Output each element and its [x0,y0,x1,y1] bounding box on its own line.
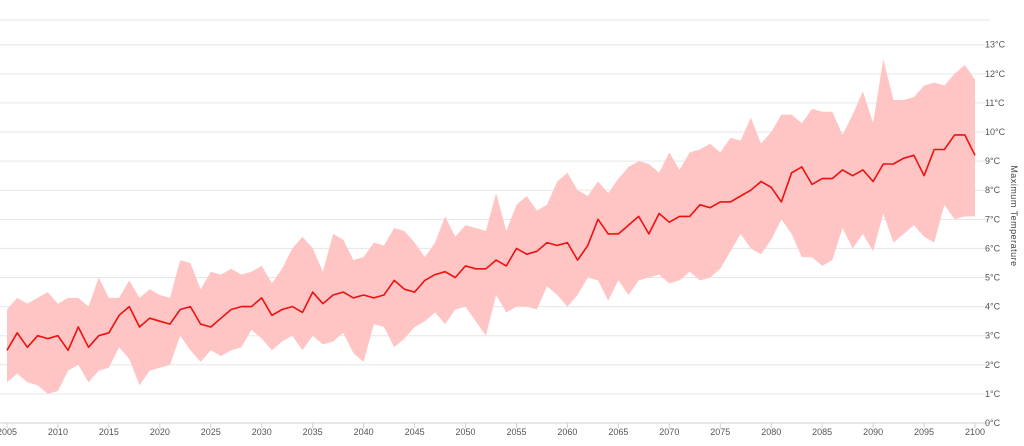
x-tick-label: 2055 [506,427,526,437]
x-tick-label: 2090 [863,427,883,437]
y-tick-label: 3°C [985,331,1001,341]
y-tick-label: 9°C [985,156,1001,166]
x-tick-label: 2045 [405,427,425,437]
x-tick-label: 2035 [303,427,323,437]
x-tick-label: 2005 [0,427,17,437]
temperature-range-band [7,59,975,394]
y-tick-label: 10°C [985,127,1006,137]
y-tick-label: 0°C [985,418,1001,428]
y-tick-label: 4°C [985,302,1001,312]
x-tick-label: 2015 [99,427,119,437]
x-tick-label: 2085 [812,427,832,437]
x-tick-label: 2025 [201,427,221,437]
median-temperature-line [6,134,976,352]
x-tick-label: 2065 [608,427,628,437]
x-tick-label: 2080 [761,427,781,437]
y-tick-label: 1°C [985,389,1001,399]
y-tick-label: 5°C [985,273,1001,283]
y-axis-title: Maximum Temperature [1009,165,1019,266]
x-tick-label: 2050 [456,427,476,437]
y-axis-ticks: 0°C 1°C 2°C 3°C 4°C 5°C 6°C 7°C 8°C 9°C 10°C 11°C 12… [985,40,1006,428]
y-tick-label: 7°C [985,214,1001,224]
y-tick-label: 12°C [985,69,1006,79]
x-axis-ticks: 2005 2010 2015 2020 2025 2030 2035 2040 2045 2050… [0,423,985,437]
x-tick-label: 2070 [659,427,679,437]
x-tick-label: 2020 [150,427,170,437]
x-tick-label: 2060 [557,427,577,437]
x-tick-label: 2095 [914,427,934,437]
x-tick-label: 2040 [354,427,374,437]
y-tick-label: 2°C [985,360,1001,370]
y-tick-label: 6°C [985,243,1001,253]
x-tick-label: 2030 [252,427,272,437]
x-tick-label: 2075 [710,427,730,437]
y-tick-label: 13°C [985,40,1006,50]
x-tick-label: 2100 [965,427,985,437]
y-tick-label: 8°C [985,185,1001,195]
y-tick-label: 11°C [985,98,1005,108]
x-tick-label: 2010 [48,427,68,437]
